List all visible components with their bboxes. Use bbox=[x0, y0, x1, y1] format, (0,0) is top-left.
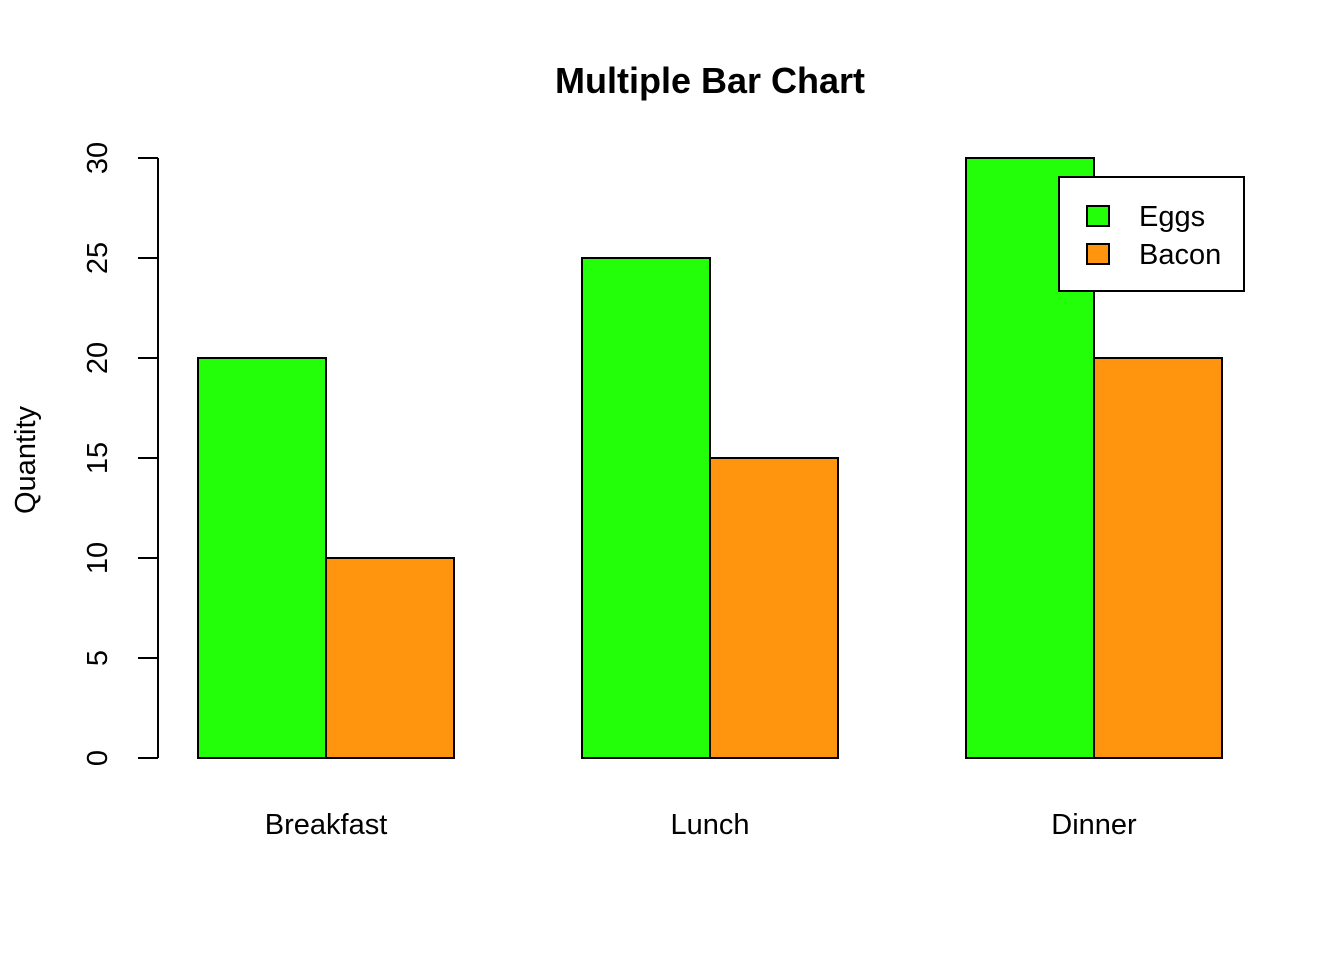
x-tick-label-breakfast: Breakfast bbox=[265, 809, 388, 841]
bars-group bbox=[197, 157, 1223, 759]
bar-bacon-lunch bbox=[709, 457, 839, 759]
legend-label-eggs: Eggs bbox=[1139, 201, 1205, 233]
bar-eggs-lunch bbox=[581, 257, 711, 759]
y-tick-label-20: 20 bbox=[82, 342, 114, 374]
y-tick-label-5: 5 bbox=[82, 650, 114, 666]
bar-eggs-breakfast bbox=[197, 357, 327, 759]
legend: Eggs Bacon bbox=[1058, 176, 1245, 292]
legend-box bbox=[1058, 176, 1245, 292]
y-axis: 0 5 10 15 20 25 30 bbox=[82, 142, 159, 766]
x-axis-labels: Breakfast Lunch Dinner bbox=[265, 809, 1137, 841]
legend-swatch-eggs bbox=[1086, 205, 1110, 227]
y-tick-label-15: 15 bbox=[82, 442, 114, 474]
x-tick-label-dinner: Dinner bbox=[1051, 809, 1137, 841]
y-tick-label-10: 10 bbox=[82, 542, 114, 574]
y-tick-label-30: 30 bbox=[82, 142, 114, 174]
chart-title: Multiple Bar Chart bbox=[555, 60, 865, 101]
y-tick-label-25: 25 bbox=[82, 242, 114, 274]
legend-swatch-bacon bbox=[1086, 243, 1110, 265]
y-axis-label: Quantity bbox=[10, 406, 42, 514]
bar-bacon-dinner bbox=[1093, 357, 1223, 759]
y-tick-label-0: 0 bbox=[82, 750, 114, 766]
bar-bacon-breakfast bbox=[325, 557, 455, 759]
x-tick-label-lunch: Lunch bbox=[670, 809, 749, 841]
legend-label-bacon: Bacon bbox=[1139, 239, 1221, 271]
